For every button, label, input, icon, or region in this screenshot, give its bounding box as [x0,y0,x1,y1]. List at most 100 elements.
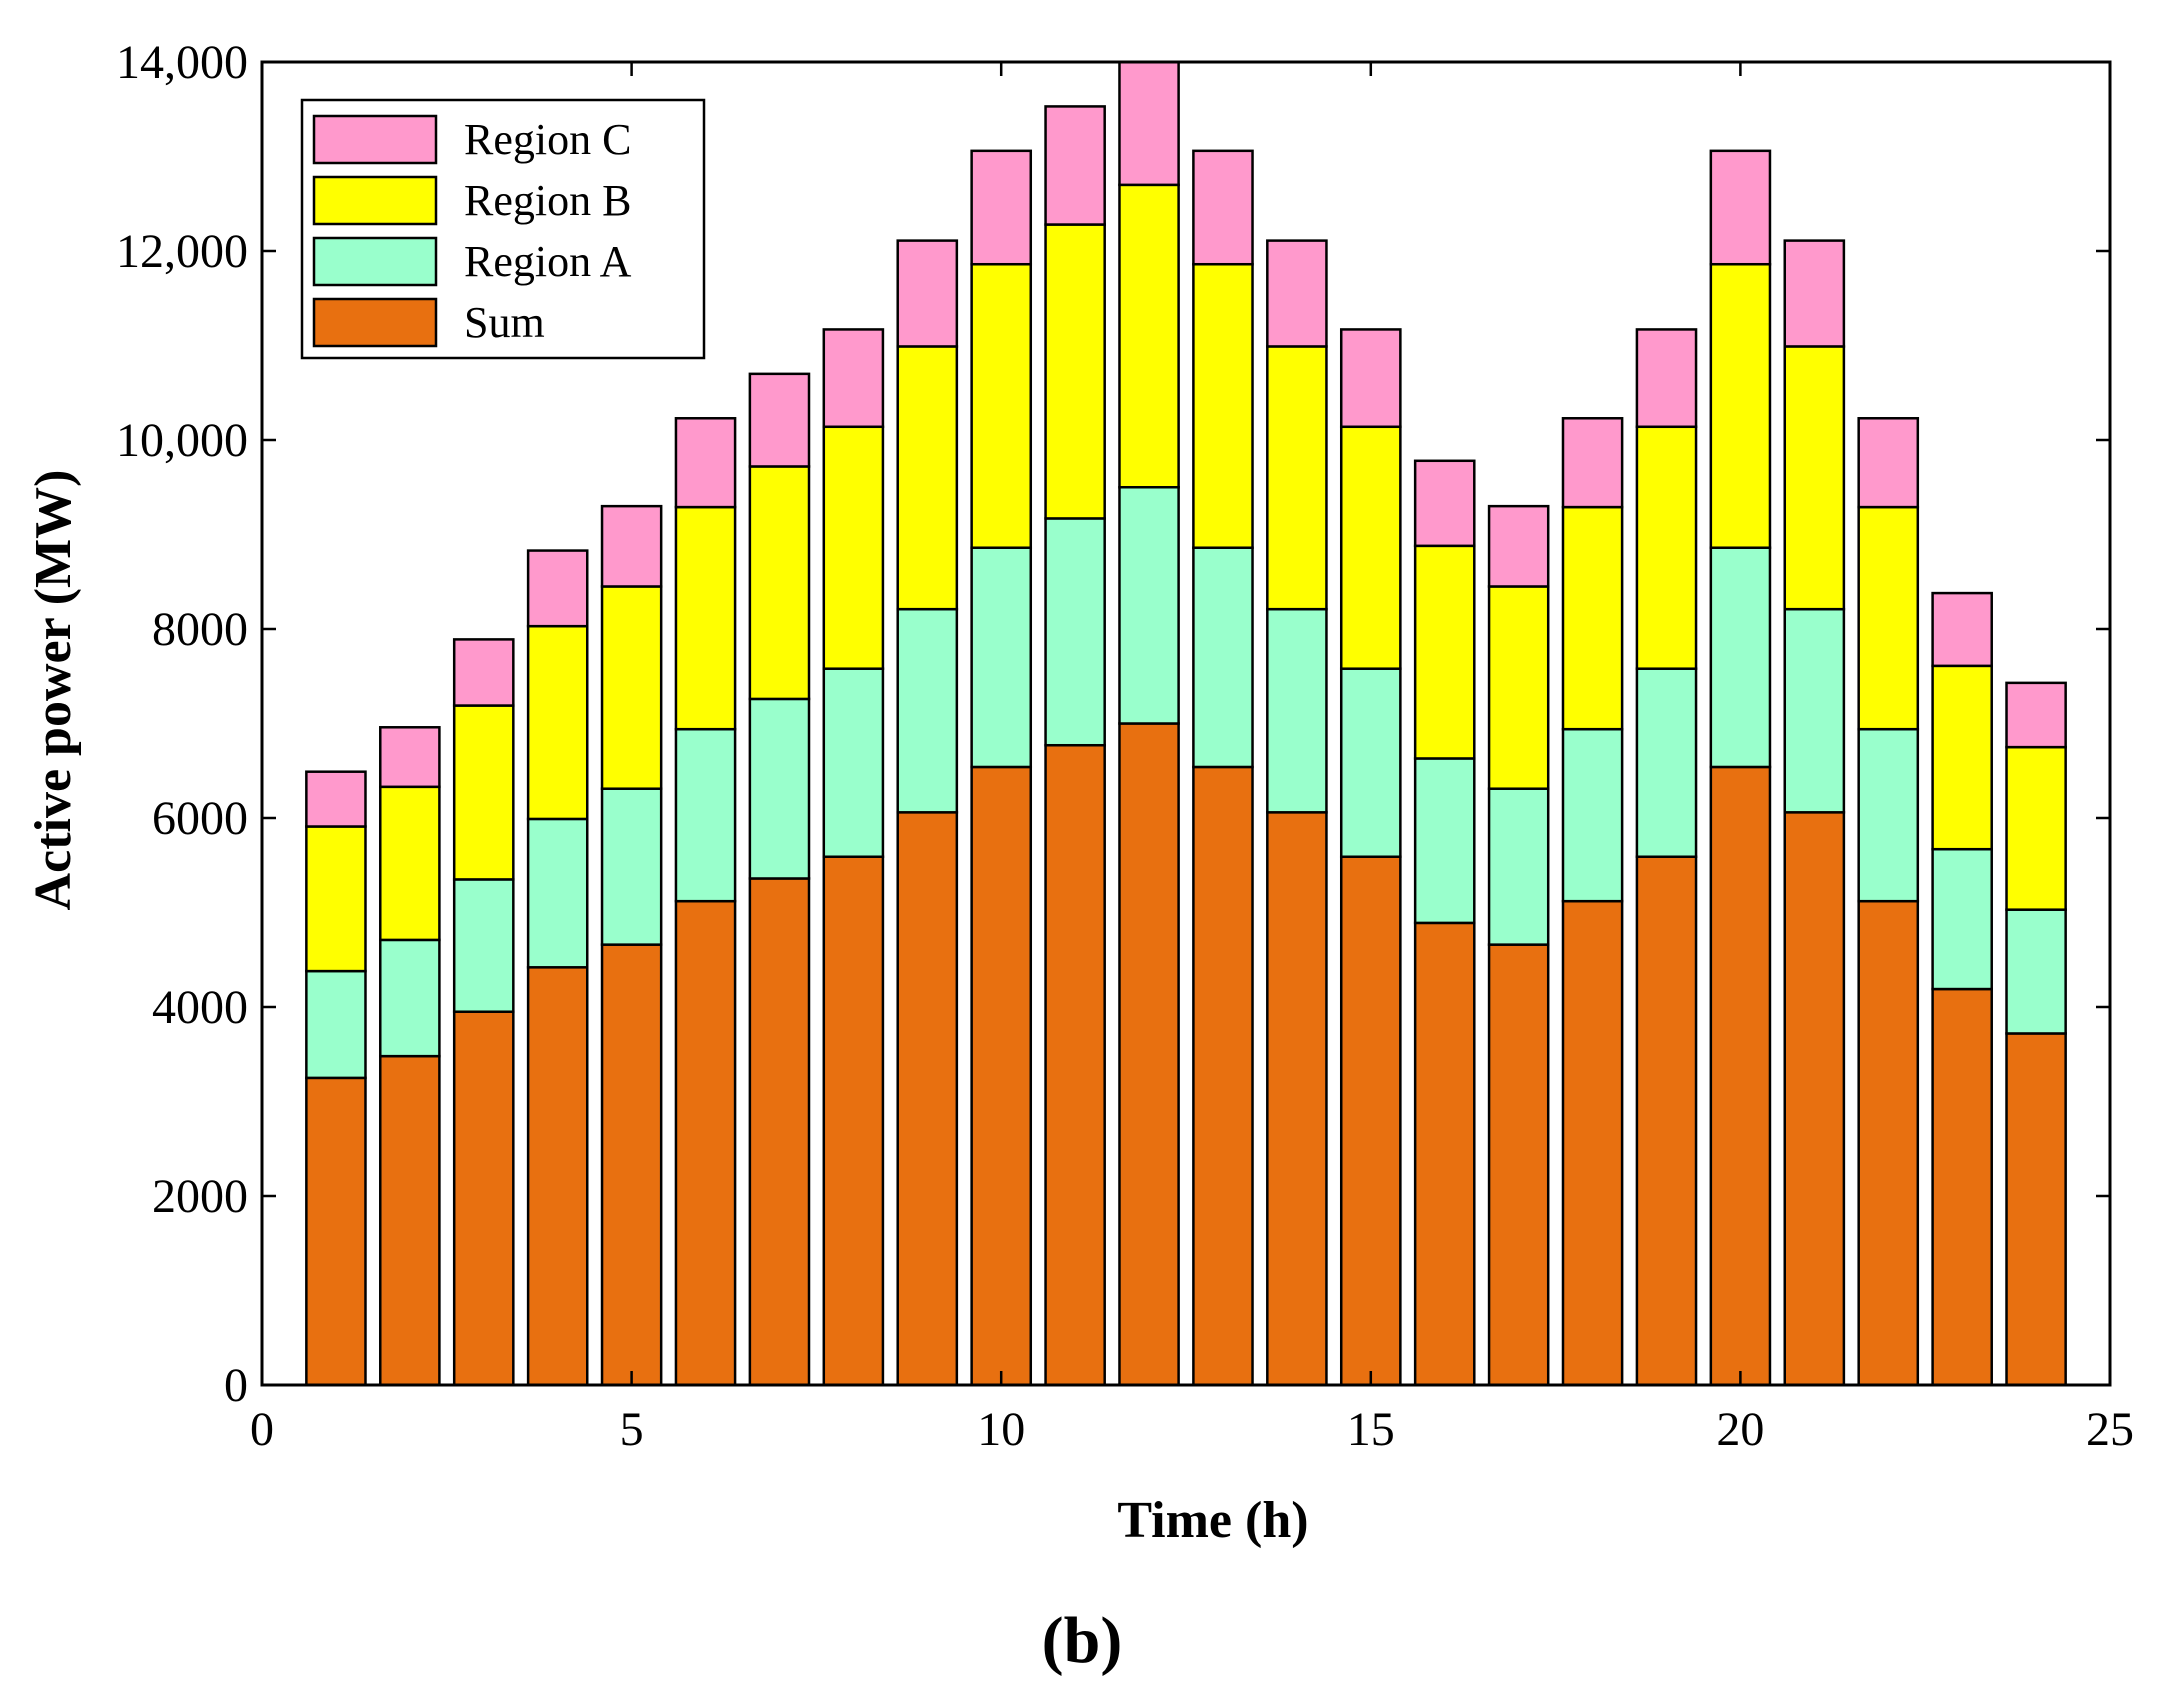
bar-region-b-h9 [896,345,959,611]
bar-sum-h12 [1118,722,1180,1385]
legend-label-region-b: Region B [464,176,631,225]
bar-region-b-h19 [1635,425,1698,670]
bar-region-c-h11 [1044,105,1106,226]
bar-region-c-h19 [1635,328,1698,429]
bar-region-b-h7 [748,465,811,701]
y-tick-label: 12,000 [116,225,248,278]
x-tick-label: 15 [1347,1403,1395,1456]
bar-region-a-h2 [379,938,441,1058]
bar-region-a-h15 [1339,667,1402,858]
bar-region-c-h2 [379,726,441,789]
bar-region-c-h8 [822,328,885,429]
bar-sum-h15 [1339,855,1402,1385]
x-tick-label: 25 [2086,1403,2134,1456]
bar-region-a-h21 [1783,607,1846,814]
legend-swatch-region-b [312,175,438,226]
bar-region-a-h5 [600,787,663,946]
bar-region-a-h12 [1118,486,1180,725]
y-tick-label: 0 [224,1359,248,1412]
legend-label-sum: Sum [464,298,545,347]
bar-region-a-h3 [452,878,515,1013]
bar-region-c-h18 [1561,417,1624,509]
bar-sum-h22 [1857,899,1920,1385]
bar-region-c-h13 [1192,149,1254,266]
bar-region-a-h6 [674,727,737,903]
bar-sum-h23 [1931,987,1993,1385]
bar-region-c-h14 [1266,239,1328,348]
bar-region-a-h14 [1266,607,1328,814]
bar-region-c-h15 [1339,328,1402,429]
bar-region-a-h23 [1931,847,1993,991]
bar-sum-h4 [526,966,589,1385]
tick-labels-layer: 0 5 10 15 20 25 0 2000 4000 6000 8000 10,000 12,000 1… [116,36,2134,1456]
bar-sum-h8 [822,855,885,1385]
bar-sum-h9 [896,811,959,1385]
bar-region-c-h4 [526,549,589,628]
bar-region-c-h6 [674,417,737,509]
x-tick-label: 20 [1716,1403,1764,1456]
bar-region-b-h22 [1857,505,1920,731]
bar-region-b-h15 [1339,425,1402,670]
bar-region-c-h5 [600,504,663,588]
bar-sum-h11 [1044,743,1106,1385]
y-tick-label: 4000 [152,981,248,1034]
y-axis-title: Active power (MW) [25,470,82,911]
bar-region-a-h17 [1487,787,1550,946]
bar-region-c-h12 [1118,62,1180,187]
bar-sum-h2 [379,1054,441,1385]
y-tick-label: 8000 [152,603,248,656]
bar-region-a-h22 [1857,727,1920,903]
bar-region-b-h10 [970,262,1033,549]
bar-region-c-h21 [1783,239,1846,348]
bar-region-b-h11 [1044,223,1106,520]
bar-region-c-h16 [1413,459,1476,548]
legend-label-region-a: Region A [464,237,632,286]
x-tick-label: 10 [977,1403,1025,1456]
bar-region-b-h8 [822,425,885,670]
bar-region-c-h24 [2005,681,2067,749]
bar-region-a-h20 [1709,546,1772,769]
bar-region-b-h6 [674,505,737,731]
bar-sum-h21 [1783,811,1846,1385]
bar-region-c-h20 [1709,149,1772,266]
bar-region-c-h23 [1931,591,1993,668]
bar-region-a-h10 [970,546,1033,769]
bar-region-a-h1 [305,969,367,1080]
x-axis-title: Time (h) [1117,1492,1308,1549]
bar-region-b-h1 [305,825,367,973]
bar-sum-h24 [2005,1032,2067,1385]
bar-region-a-h7 [748,697,811,880]
bar-region-a-h8 [822,667,885,858]
bar-region-c-h22 [1857,417,1920,509]
bar-region-a-h19 [1635,667,1698,858]
bar-region-c-h9 [896,239,959,348]
bar-region-b-h2 [379,785,441,942]
bar-region-b-h18 [1561,505,1624,731]
y-tick-label: 2000 [152,1170,248,1223]
bar-region-b-h17 [1487,585,1550,790]
bar-sum-h7 [748,877,811,1385]
legend-swatch-sum [312,297,438,348]
y-tick-label: 10,000 [116,414,248,467]
y-tick-label: 14,000 [116,36,248,89]
bar-region-b-h21 [1783,345,1846,611]
bar-region-c-h1 [305,770,367,828]
bar-region-b-h14 [1266,345,1328,611]
legend-swatch-region-a [312,236,438,287]
bar-region-a-h24 [2005,908,2067,1035]
bars-layer [305,62,2067,1385]
legend-label-region-c: Region C [464,115,631,164]
bar-region-a-h13 [1192,546,1254,769]
bar-region-a-h4 [526,817,589,969]
plot-frame [260,60,2112,1387]
bar-region-c-h10 [970,149,1033,266]
bar-region-b-h4 [526,624,589,821]
bar-region-b-h20 [1709,262,1772,549]
bar-sum-h1 [305,1076,367,1385]
x-tick-label: 5 [620,1403,644,1456]
bar-sum-h13 [1192,765,1254,1385]
bar-sum-h20 [1709,765,1772,1385]
bar-sum-h3 [452,1010,515,1385]
bar-region-a-h18 [1561,727,1624,903]
